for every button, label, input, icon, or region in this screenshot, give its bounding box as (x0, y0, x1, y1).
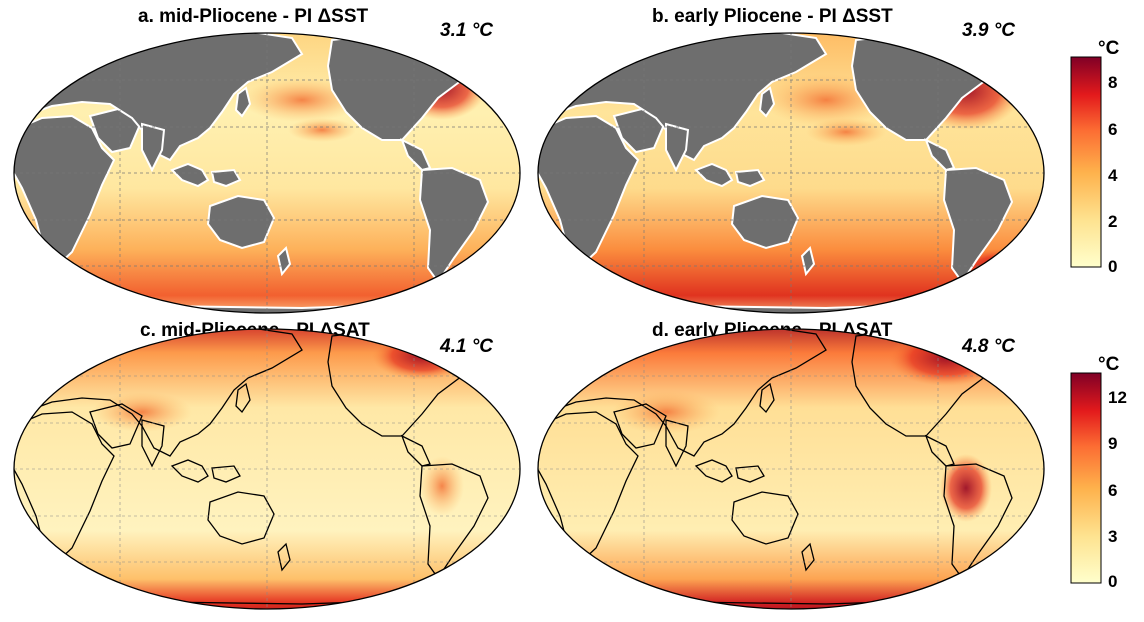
colorbar-sat-tick: 3 (1108, 527, 1118, 546)
colorbar-sat-tick: 12 (1108, 388, 1127, 407)
panel-d-mean: 4.8 °C (962, 336, 1016, 357)
colorbar-sst-tick: 8 (1108, 73, 1118, 92)
colorbar-sat-tick: 9 (1108, 434, 1118, 453)
panel-b-mean: 3.9 °C (962, 20, 1016, 41)
colorbar-sat (1070, 372, 1102, 584)
colorbar-sst-tick: 4 (1108, 166, 1118, 185)
colorbar-sat-unit: °C (1098, 354, 1120, 375)
panel-c-mean: 4.1 °C (440, 336, 494, 357)
colorbar-sst-tick: 6 (1108, 120, 1118, 139)
colorbar-sat-tick: 6 (1108, 481, 1118, 500)
panel-b-map (537, 32, 1045, 314)
colorbar-sst-tick: 2 (1108, 212, 1118, 231)
panel-c-map (13, 328, 521, 610)
colorbar-sst (1070, 56, 1102, 268)
panel-a-map (13, 32, 521, 314)
panel-a-title: a. mid-Pliocene - PI ΔSST (138, 6, 369, 27)
panel-d-map (537, 328, 1045, 610)
panel-a-mean: 3.1 °C (440, 20, 494, 41)
colorbar-sst-unit: °C (1098, 38, 1120, 59)
colorbar-sst-tick: 0 (1108, 257, 1118, 276)
panel-b-title: b. early Pliocene - PI ΔSST (652, 6, 893, 27)
colorbar-sat-tick: 0 (1108, 572, 1118, 591)
